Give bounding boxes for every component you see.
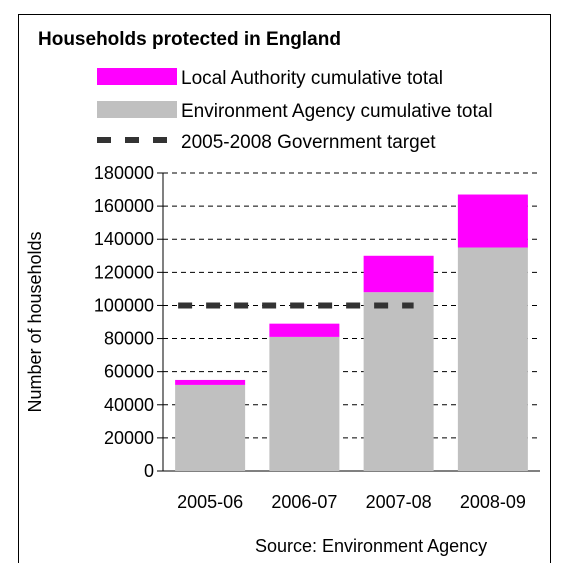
legend-label-target: 2005-2008 Government target [181, 132, 436, 153]
x-tick-label: 2007-08 [366, 492, 432, 512]
y-tick-label: 20000 [104, 428, 154, 448]
legend-label-environment-agency: Environment Agency cumulative total [181, 101, 493, 122]
chart-source: Source: Environment Agency [255, 536, 487, 556]
y-tick-label: 80000 [104, 329, 154, 349]
bar-local-2008-09 [457, 194, 528, 248]
bar-environment-2005-06 [175, 384, 246, 471]
y-tick-label: 0 [144, 461, 154, 481]
x-tick-label: 2008-09 [460, 492, 526, 512]
plot-area: 0 20000 40000 60000 80000 100000 120000 140000 1… [94, 163, 540, 512]
x-tick-label: 2006-07 [271, 492, 337, 512]
bar-local-2006-07 [269, 323, 340, 337]
chart-title: Households protected in England [38, 29, 341, 50]
legend-swatch-environment-agency [97, 101, 177, 118]
bar-local-2007-08 [363, 255, 434, 293]
bar-environment-2008-09 [457, 247, 528, 471]
bar-local-2005-06 [175, 379, 246, 385]
y-tick-label: 120000 [94, 262, 154, 282]
y-tick-label: 60000 [104, 362, 154, 382]
bar-environment-2006-07 [269, 336, 340, 471]
bar-environment-2007-08 [363, 292, 434, 471]
y-axis-label: Number of households [25, 231, 45, 412]
legend-swatch-local-authority [97, 68, 177, 85]
y-tick-label: 180000 [94, 163, 154, 183]
y-tick-label: 140000 [94, 229, 154, 249]
y-tick-label: 100000 [94, 295, 154, 315]
y-tick-label: 160000 [94, 196, 154, 216]
chart-frame [18, 14, 551, 563]
y-tick-label: 40000 [104, 395, 154, 415]
x-tick-label: 2005-06 [177, 492, 243, 512]
legend-label-local-authority: Local Authority cumulative total [181, 68, 443, 89]
